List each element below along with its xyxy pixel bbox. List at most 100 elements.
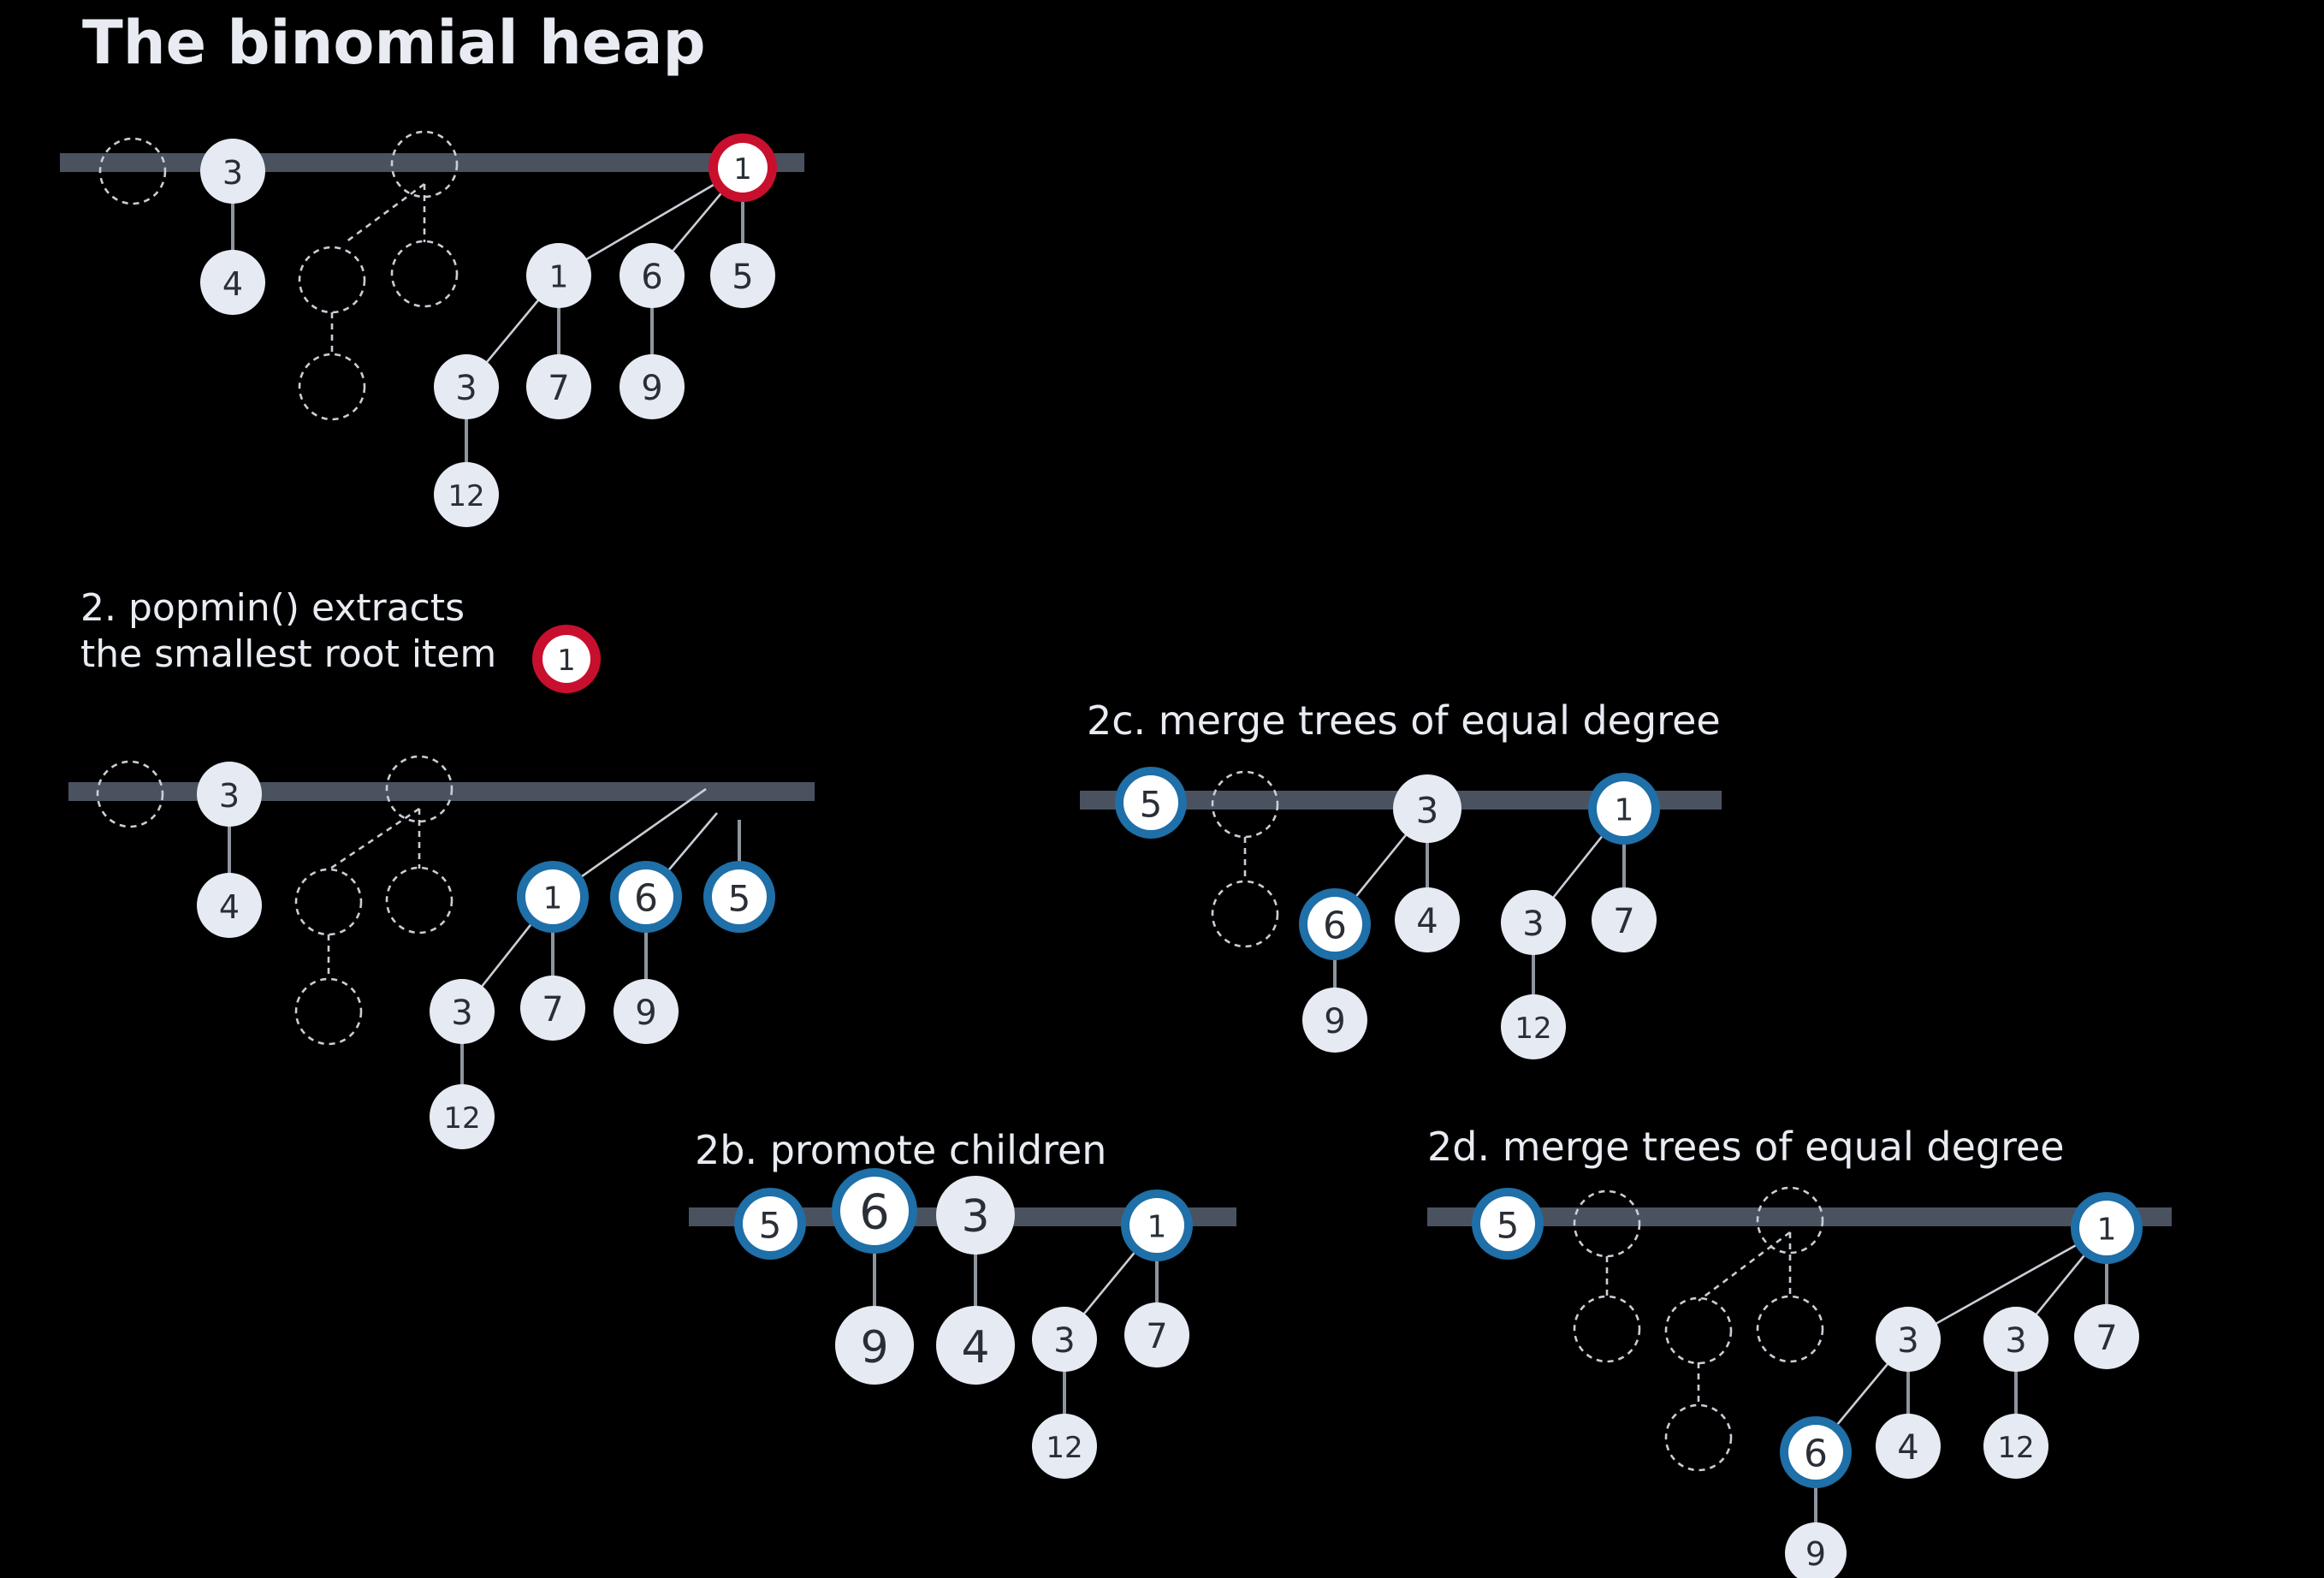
empty-slot [390, 130, 459, 199]
node-value: 5 [1497, 1205, 1520, 1247]
node-value: 12 [1997, 1431, 2034, 1465]
node: 7 [1592, 887, 1657, 952]
node: 4 [200, 250, 265, 315]
node: 12 [434, 462, 499, 527]
empty-slot [298, 246, 366, 314]
page-title: The binomial heap [82, 8, 706, 78]
empty-slot [1664, 1296, 1733, 1365]
node-value: 1 [1147, 1210, 1167, 1245]
node-value: 12 [443, 1101, 480, 1136]
node: 12 [430, 1084, 495, 1149]
node-value: 3 [219, 777, 240, 815]
node-value: 1 [1615, 793, 1634, 828]
empty-slot [1756, 1295, 1824, 1363]
empty-slot [1756, 1186, 1824, 1255]
node-value: 9 [1805, 1535, 1826, 1573]
node-value: 5 [732, 258, 753, 297]
node-value: 9 [1324, 1002, 1345, 1041]
node-promoted: 1 [517, 861, 589, 933]
min-badge-value: 1 [557, 644, 576, 678]
empty-slot [385, 866, 454, 934]
node-value: 3 [2005, 1321, 2026, 1361]
empty-slot [390, 240, 459, 308]
node-value: 1 [733, 152, 752, 187]
node-value: 4 [219, 888, 240, 926]
node-value: 7 [1146, 1317, 1167, 1356]
node-promoted: 6 [832, 1168, 917, 1254]
node: 3 [430, 979, 495, 1044]
node-value: 4 [1897, 1428, 1918, 1468]
node-promoted: 1 [1588, 773, 1660, 845]
node-value: 6 [634, 877, 658, 921]
node: 1 [526, 243, 591, 308]
node: 3 [936, 1176, 1015, 1255]
node: 9 [1785, 1522, 1847, 1578]
node-value: 3 [961, 1191, 989, 1243]
node-value: 3 [1053, 1321, 1075, 1361]
node-value: 7 [542, 990, 563, 1029]
node-min-highlighted: 1 [708, 133, 777, 202]
node-value: 5 [759, 1205, 782, 1247]
node: 9 [835, 1306, 914, 1385]
node-value: 12 [1046, 1431, 1082, 1465]
node: 3 [1501, 890, 1566, 955]
node-promoted: 5 [703, 861, 775, 933]
node: 7 [2074, 1304, 2139, 1369]
node-value: 5 [728, 878, 751, 920]
node: 7 [526, 354, 591, 419]
node: 4 [197, 873, 262, 938]
node: 3 [200, 139, 265, 204]
empty-slot [385, 755, 454, 823]
node: 12 [1983, 1414, 2048, 1479]
node-value: 7 [548, 369, 569, 408]
empty-slot [96, 760, 164, 828]
node: 3 [197, 762, 262, 827]
node: 3 [1393, 774, 1461, 843]
step2-line2: the smallest root item [80, 632, 496, 676]
node-value: 6 [641, 258, 662, 297]
node-promoted: 5 [734, 1188, 806, 1260]
heap-initial: 3 4 1 1 6 5 3 7 [60, 130, 804, 527]
node-value: 5 [1140, 784, 1163, 826]
empty-slot [1573, 1189, 1641, 1258]
node-promoted: 1 [2071, 1192, 2143, 1264]
empty-slot [98, 137, 167, 205]
node-value: 1 [543, 881, 563, 917]
node-value: 9 [635, 994, 656, 1033]
node-value: 7 [2096, 1319, 2117, 1358]
node: 3 [1032, 1307, 1097, 1372]
node: 3 [1876, 1307, 1941, 1372]
node-promoted: 6 [1780, 1416, 1852, 1488]
step2c-caption: 2c. merge trees of equal degree [1087, 697, 1721, 744]
node-value: 4 [222, 265, 243, 303]
node-value: 3 [455, 369, 477, 408]
node: 3 [434, 354, 499, 419]
node: 12 [1032, 1414, 1097, 1479]
node-value: 4 [961, 1322, 989, 1373]
node-value: 1 [549, 260, 569, 295]
step2-line1: 2. popmin() extracts [80, 586, 465, 630]
edge [558, 166, 744, 277]
empty-slot [1664, 1403, 1733, 1472]
empty-slot [294, 868, 363, 936]
heap-step-2d: 2d. merge trees of equal degree 5 1 [1427, 1124, 2172, 1578]
node: 3 [1983, 1307, 2048, 1372]
node-value: 3 [222, 154, 243, 192]
empty-slot [1211, 770, 1279, 839]
edge-placeholder [1698, 1231, 1791, 1302]
node-promoted: 5 [1115, 767, 1187, 839]
empty-slot [1211, 880, 1279, 948]
node: 5 [710, 243, 775, 308]
node-promoted: 6 [610, 861, 682, 933]
node-value: 6 [1323, 905, 1347, 948]
edge-placeholder [329, 807, 420, 870]
step2d-caption: 2d. merge trees of equal degree [1427, 1124, 2065, 1170]
empty-slot [294, 977, 363, 1046]
node-value: 9 [641, 369, 662, 408]
heap-step-2c: 2c. merge trees of equal degree 5 3 1 6 [1080, 697, 1722, 1059]
heap-after-popmin: 3 4 1 6 5 3 7 9 [68, 755, 815, 1149]
node: 9 [614, 979, 679, 1044]
node-value: 12 [1515, 1011, 1551, 1046]
node: 9 [1302, 988, 1367, 1053]
